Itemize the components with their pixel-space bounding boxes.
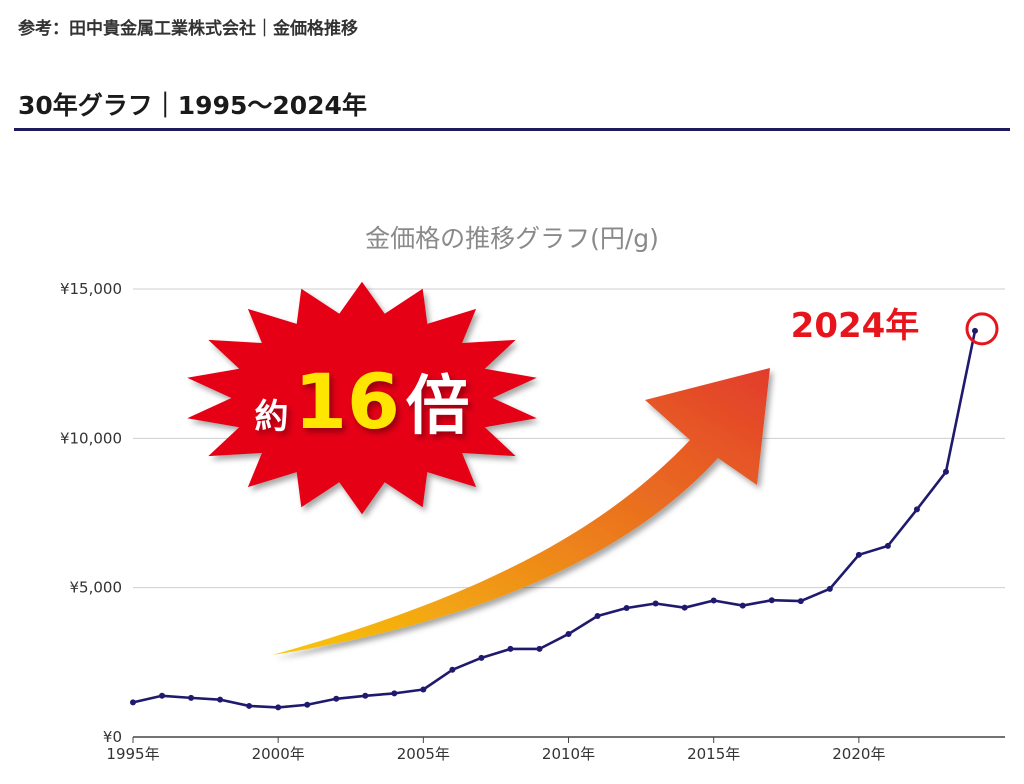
- data-point: [333, 695, 340, 702]
- section-title: 30年グラフ｜1995〜2024年: [18, 91, 367, 120]
- data-point: [972, 327, 978, 334]
- y-tick-label: ¥15,000: [60, 280, 122, 298]
- data-point: [217, 696, 224, 703]
- x-tick-label: 2020年: [832, 745, 885, 763]
- data-point: [594, 613, 601, 620]
- burst-number-text: 16: [294, 357, 400, 446]
- data-point: [188, 694, 195, 701]
- burst-multiplier: 約 16 倍: [255, 357, 470, 446]
- highlight-circle: [965, 312, 999, 346]
- data-point: [855, 551, 862, 558]
- data-point: [130, 699, 136, 706]
- data-point: [826, 585, 833, 592]
- starburst-badge: [187, 281, 537, 515]
- data-point: [913, 506, 920, 513]
- data-point: [362, 692, 369, 699]
- chart-title: 金価格の推移グラフ(円/g): [365, 224, 659, 253]
- title-underline: [14, 128, 1010, 131]
- x-tick-label: 2000年: [252, 745, 305, 763]
- burst-prefix-text: 約: [255, 397, 289, 437]
- data-point: [681, 604, 688, 611]
- x-tick-label: 1995年: [106, 745, 159, 763]
- data-point: [884, 542, 891, 549]
- data-point: [246, 702, 253, 709]
- y-tick-label: ¥0: [103, 728, 122, 746]
- data-point: [797, 598, 804, 605]
- gold-price-line: [132, 330, 977, 709]
- data-point: [942, 468, 949, 475]
- data-point: [478, 654, 485, 661]
- y-tick-label: ¥10,000: [60, 429, 122, 447]
- data-point: [275, 704, 282, 711]
- data-point: [449, 666, 456, 673]
- data-point: [739, 602, 746, 609]
- data-point: [420, 686, 427, 693]
- x-tick-label: 2005年: [397, 745, 450, 763]
- burst-suffix-text: 倍: [405, 370, 469, 444]
- x-tick-label: 2010年: [542, 745, 595, 763]
- data-point: [623, 604, 630, 611]
- data-point: [536, 645, 543, 652]
- data-point: [710, 597, 717, 604]
- data-point: [768, 597, 775, 604]
- x-tick-label: 2015年: [687, 745, 740, 763]
- data-point: [507, 645, 514, 652]
- data-point: [304, 701, 311, 708]
- highlight-year-label: 2024年: [791, 306, 920, 346]
- y-tick-label: ¥5,000: [70, 579, 123, 597]
- source-caption: 参考：田中貴金属工業株式会社｜金価格推移: [18, 19, 358, 39]
- data-point: [391, 690, 398, 697]
- data-point: [652, 600, 659, 607]
- growth-arrow: [272, 368, 770, 655]
- data-point: [565, 630, 572, 637]
- data-point: [159, 692, 166, 699]
